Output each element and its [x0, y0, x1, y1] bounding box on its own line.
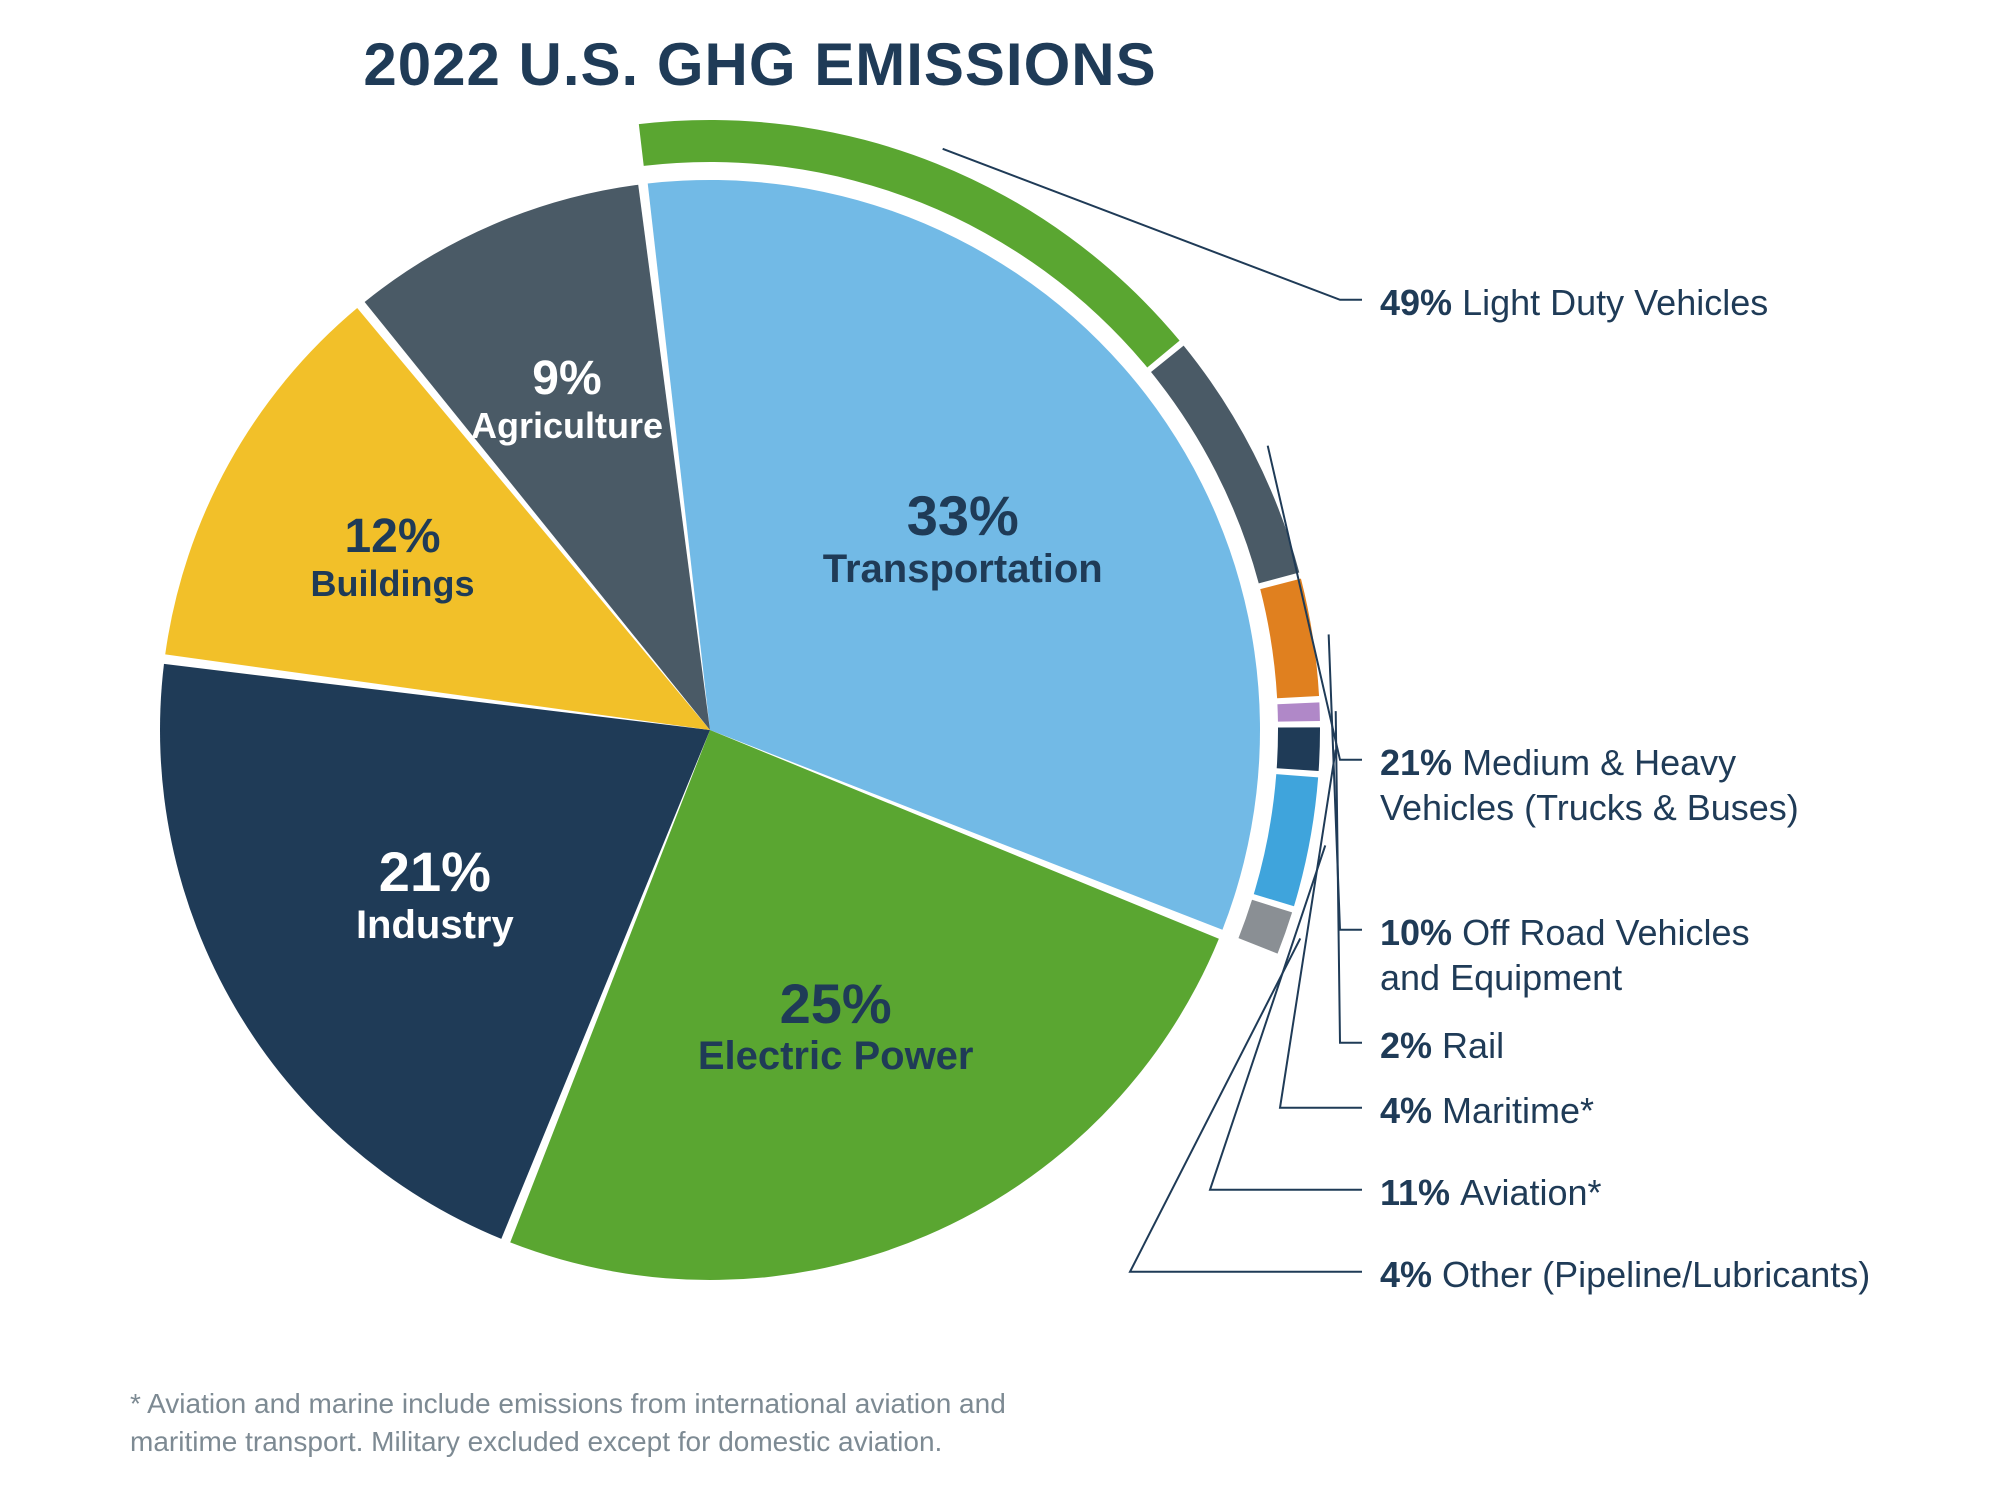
breakdown-name: Light Duty Vehicles: [1462, 282, 1768, 323]
breakdown-label: 49% Light Duty Vehicles: [1380, 280, 1980, 325]
breakdown-label: 2% Rail: [1380, 1023, 1980, 1068]
breakdown-percent: 11%: [1380, 1172, 1460, 1213]
breakdown-percent: 2%: [1380, 1025, 1442, 1066]
breakdown-arc-segment: [1260, 579, 1319, 699]
chart-container: { "title": { "text": "2022 U.S. GHG EMIS…: [0, 0, 2000, 1505]
breakdown-name: Aviation*: [1460, 1172, 1601, 1213]
breakdown-label: 4% Other (Pipeline/Lubricants): [1380, 1252, 1980, 1297]
breakdown-percent: 4%: [1380, 1254, 1442, 1295]
breakdown-percent: 4%: [1380, 1090, 1442, 1131]
breakdown-label: 11% Aviation*: [1380, 1170, 1980, 1215]
breakdown-arc-segment: [1238, 900, 1292, 954]
breakdown-percent: 10%: [1380, 912, 1462, 953]
leader-line: [1329, 634, 1362, 929]
breakdown-label: 4% Maritime*: [1380, 1088, 1980, 1133]
breakdown-arc-segment: [1254, 774, 1318, 906]
breakdown-percent: 21%: [1380, 742, 1462, 783]
leader-line: [1336, 711, 1362, 1043]
breakdown-label: 21% Medium & Heavy Vehicles (Trucks & Bu…: [1380, 740, 1980, 830]
breakdown-name: Maritime*: [1442, 1090, 1594, 1131]
breakdown-name: Rail: [1442, 1025, 1504, 1066]
breakdown-name: Other (Pipeline/Lubricants): [1442, 1254, 1870, 1295]
breakdown-label: 10% Off Road Vehicles and Equipment: [1380, 910, 1980, 1000]
breakdown-percent: 49%: [1380, 282, 1462, 323]
breakdown-arc-segment: [1277, 727, 1320, 771]
footnote-text: * Aviation and marine include emissions …: [130, 1385, 1230, 1461]
breakdown-arc-segment: [1277, 702, 1320, 721]
